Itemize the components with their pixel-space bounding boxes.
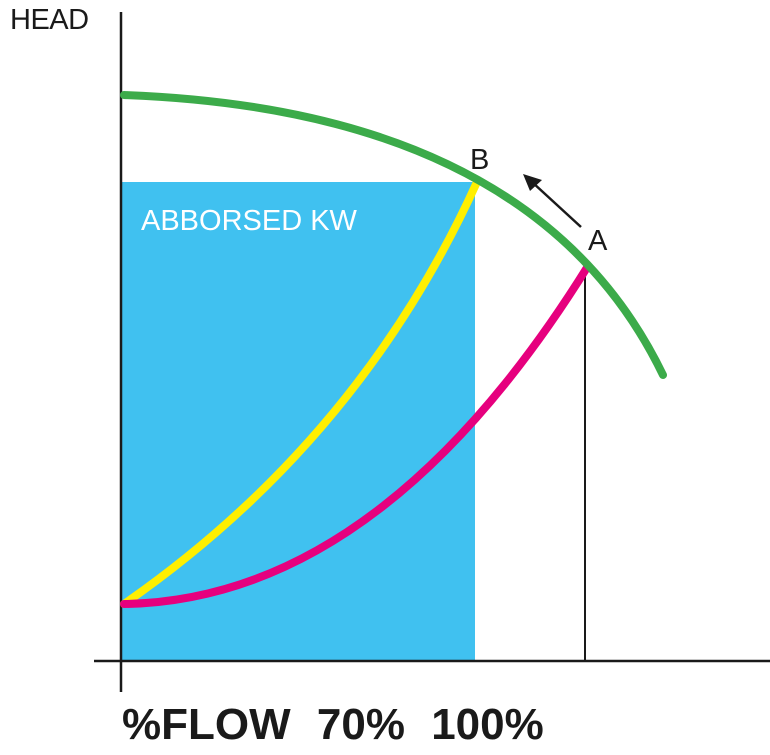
flow-label: %FLOW — [122, 700, 291, 749]
x-axis-caption: %FLOW 70% 100% — [122, 700, 544, 750]
absorbed-power-region — [121, 182, 475, 661]
absorbed-power-label: ABBORSED KW — [141, 205, 358, 237]
pump-head-curve — [120, 91, 667, 379]
arrow-head-icon — [523, 174, 542, 191]
throttled-system-curve — [120, 178, 481, 608]
y-axis-label: HEAD — [10, 4, 89, 36]
operating-point-shift-arrow — [531, 181, 582, 228]
flow-value-a: 100% — [431, 700, 544, 749]
point-b-label: B — [470, 144, 489, 176]
flow-value-b: 70% — [316, 700, 405, 749]
point-a-label: A — [588, 225, 608, 257]
original-system-curve — [120, 262, 592, 608]
